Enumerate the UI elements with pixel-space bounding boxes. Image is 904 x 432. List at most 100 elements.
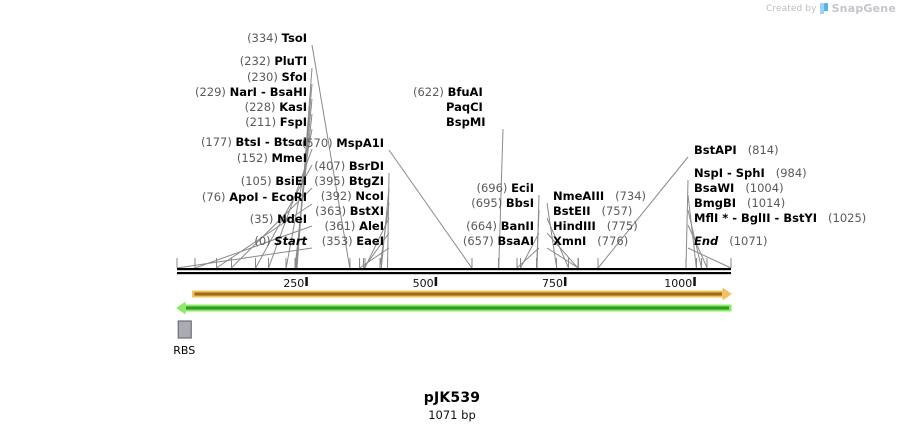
site-label-apoi: (76) ApoI - EcoRI	[202, 191, 307, 203]
site-label-xmni: XmnI (776)	[553, 235, 628, 247]
site-position: (407)	[314, 159, 346, 173]
site-label-paqci: PaqCI	[446, 101, 483, 113]
site-label-alei: (361) AleI	[324, 220, 384, 232]
enzyme-name: BsaHI	[269, 85, 307, 99]
enzyme-name: AleI	[359, 219, 384, 233]
site-position: (392)	[320, 189, 352, 203]
enzyme-name: BmgBI	[694, 196, 737, 210]
enzyme-separator: -	[728, 211, 742, 225]
site-label-ndei: (35) NdeI	[250, 213, 307, 225]
site-label-fspi: (211) FspI	[245, 116, 307, 128]
site-label-bsteii: BstEII (757)	[553, 205, 632, 217]
feature-label-rbs: RBS	[173, 344, 196, 357]
site-label-nari: (229) NarI - BsaHI	[195, 86, 307, 98]
enzyme-name: EaeI	[356, 234, 384, 248]
enzyme-name: BspMI	[446, 115, 486, 129]
enzyme-name: FspI	[279, 115, 307, 129]
site-label-bstapi: BstAPI (814)	[694, 144, 779, 156]
site-position: (211)	[245, 115, 277, 129]
site-position: (361)	[324, 219, 356, 233]
enzyme-name: SphI	[735, 166, 765, 180]
enzyme-name: PluTI	[274, 54, 307, 68]
enzyme-name: EcoRI	[271, 190, 307, 204]
enzyme-name: PaqCI	[446, 100, 483, 114]
enzyme-name: BstYI	[783, 211, 818, 225]
enzyme-name: BsiEI	[275, 174, 307, 188]
enzyme-name: SfoI	[281, 70, 307, 84]
site-position: (757)	[601, 204, 633, 218]
site-label-banii: (664) BanII	[466, 220, 534, 232]
enzyme-name: NdeI	[277, 212, 307, 226]
site-position: (570)	[301, 136, 333, 150]
site-label-btgzi: (395) BtgZI	[314, 175, 384, 187]
ruler-tick-750: 750	[541, 277, 563, 290]
enzyme-separator: -	[770, 211, 784, 225]
site-label-bsaai: (657) BsaAI	[463, 235, 534, 247]
site-position: (177)	[200, 135, 232, 149]
ruler-tick-500: 500	[412, 277, 434, 290]
site-label-kasi: (228) KasI	[245, 101, 307, 113]
site-position: (334)	[247, 31, 278, 45]
enzyme-name: Start	[274, 234, 307, 248]
site-label-tsoi: (334) TsoI	[247, 32, 307, 44]
enzyme-name: XmnI	[553, 234, 587, 248]
enzyme-name: End	[694, 234, 719, 248]
enzyme-name: MspA1I	[336, 136, 384, 150]
site-label-bstxi: (363) BstXI	[315, 205, 384, 217]
enzyme-name: BglII	[741, 211, 771, 225]
site-position: (152)	[236, 151, 268, 165]
site-position: (230)	[246, 70, 278, 84]
site-position: (1014)	[747, 196, 786, 210]
site-label-bspmi: BspMI	[446, 116, 486, 128]
enzyme-name: BstEII	[553, 204, 591, 218]
site-label-start: (0) Start	[254, 235, 307, 247]
site-label-pluti: (232) PluTI	[240, 55, 307, 67]
enzyme-name: NmeAIII	[553, 189, 605, 203]
site-label-bfuai: (622) BfuAI	[413, 86, 483, 98]
site-position: (664)	[466, 219, 498, 233]
enzyme-name: BtsαI	[273, 135, 307, 149]
site-position: (1004)	[745, 181, 784, 195]
enzyme-name: MflI *	[694, 211, 729, 225]
enzyme-separator: -	[258, 190, 272, 204]
site-label-ncoi: (392) NcoI	[321, 190, 384, 202]
site-label-bsiei: (105) BsiEI	[241, 175, 307, 187]
enzyme-separator: -	[256, 85, 270, 99]
enzyme-name: BbsI	[505, 196, 534, 210]
site-position: (696)	[476, 181, 508, 195]
enzyme-name: BsrDI	[348, 159, 384, 173]
site-label-btsi: (177) BtsI - BtsαI	[201, 136, 307, 148]
credit-prefix: Created by	[766, 3, 817, 14]
site-position: (229)	[195, 85, 226, 99]
ruler-tick-1000: 1000	[664, 277, 693, 290]
enzyme-separator: -	[260, 135, 274, 149]
site-position: (35)	[249, 212, 274, 226]
credit-brand: SnapGene	[831, 2, 896, 15]
enzyme-name: BanII	[500, 219, 534, 233]
site-position: (657)	[462, 234, 494, 248]
site-position: (228)	[244, 100, 276, 114]
enzyme-name: NspI	[694, 166, 723, 180]
site-label-mmei: (152) MmeI	[237, 152, 307, 164]
site-position: (76)	[201, 190, 226, 204]
site-position: (353)	[321, 234, 353, 248]
enzyme-name: TsoI	[281, 31, 307, 45]
site-label-bsawi: BsaWI (1004)	[694, 182, 784, 194]
site-position: (734)	[615, 189, 647, 203]
site-label-eaei: (353) EaeI	[322, 235, 384, 247]
enzyme-name: BstXI	[349, 204, 384, 218]
site-position: (622)	[413, 85, 444, 99]
site-position: (775)	[606, 219, 638, 233]
snapgene-logo-icon	[819, 3, 829, 14]
enzyme-name: NcoI	[355, 189, 384, 203]
site-position: (1025)	[828, 211, 867, 225]
enzyme-name: ApoI	[229, 190, 259, 204]
site-position: (395)	[314, 174, 346, 188]
enzyme-name: KasI	[279, 100, 307, 114]
site-label-end: End (1071)	[694, 235, 768, 247]
site-label-mfli: MflI * - BglII - BstYI (1025)	[694, 212, 866, 224]
site-label-bmgbi: BmgBI (1014)	[694, 197, 785, 209]
site-label-sfoi: (230) SfoI	[247, 71, 307, 83]
